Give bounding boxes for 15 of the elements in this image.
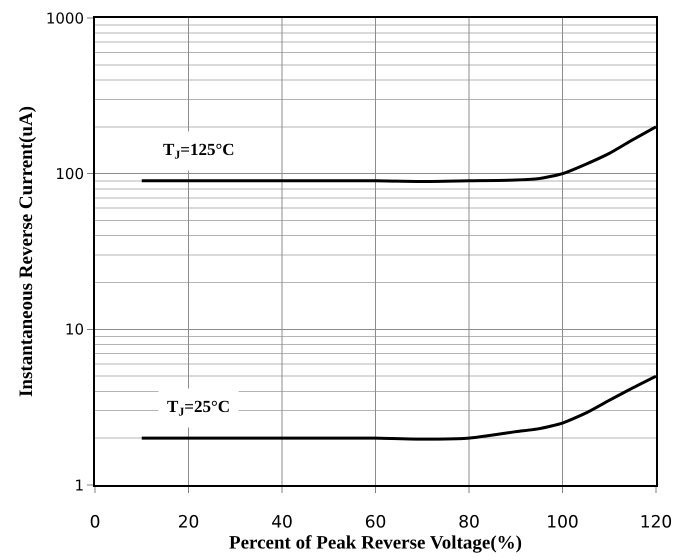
x-tick-label: 40 bbox=[271, 512, 293, 532]
x-tick-label: 60 bbox=[364, 512, 386, 532]
x-tick-label: 120 bbox=[640, 512, 672, 532]
y-tick-label: 100 bbox=[55, 164, 84, 183]
y-tick-label: 1 bbox=[74, 476, 84, 494]
x-axis-title: Percent of Peak Reverse Voltage(%) bbox=[229, 532, 522, 554]
series-label: T$_{J}$=125°C bbox=[163, 140, 235, 162]
series-label: T$_{J}$=25°C bbox=[167, 397, 230, 419]
y-axis-title: Instantaneous Reverse Current(uA) bbox=[16, 106, 38, 397]
x-tick-label: 20 bbox=[178, 512, 200, 532]
x-tick-label: 80 bbox=[458, 512, 480, 532]
y-tick-label: 1000 bbox=[46, 9, 84, 28]
x-tick-label: 0 bbox=[90, 512, 100, 532]
y-tick-label: 10 bbox=[64, 320, 84, 339]
x-tick-label: 100 bbox=[546, 512, 579, 532]
